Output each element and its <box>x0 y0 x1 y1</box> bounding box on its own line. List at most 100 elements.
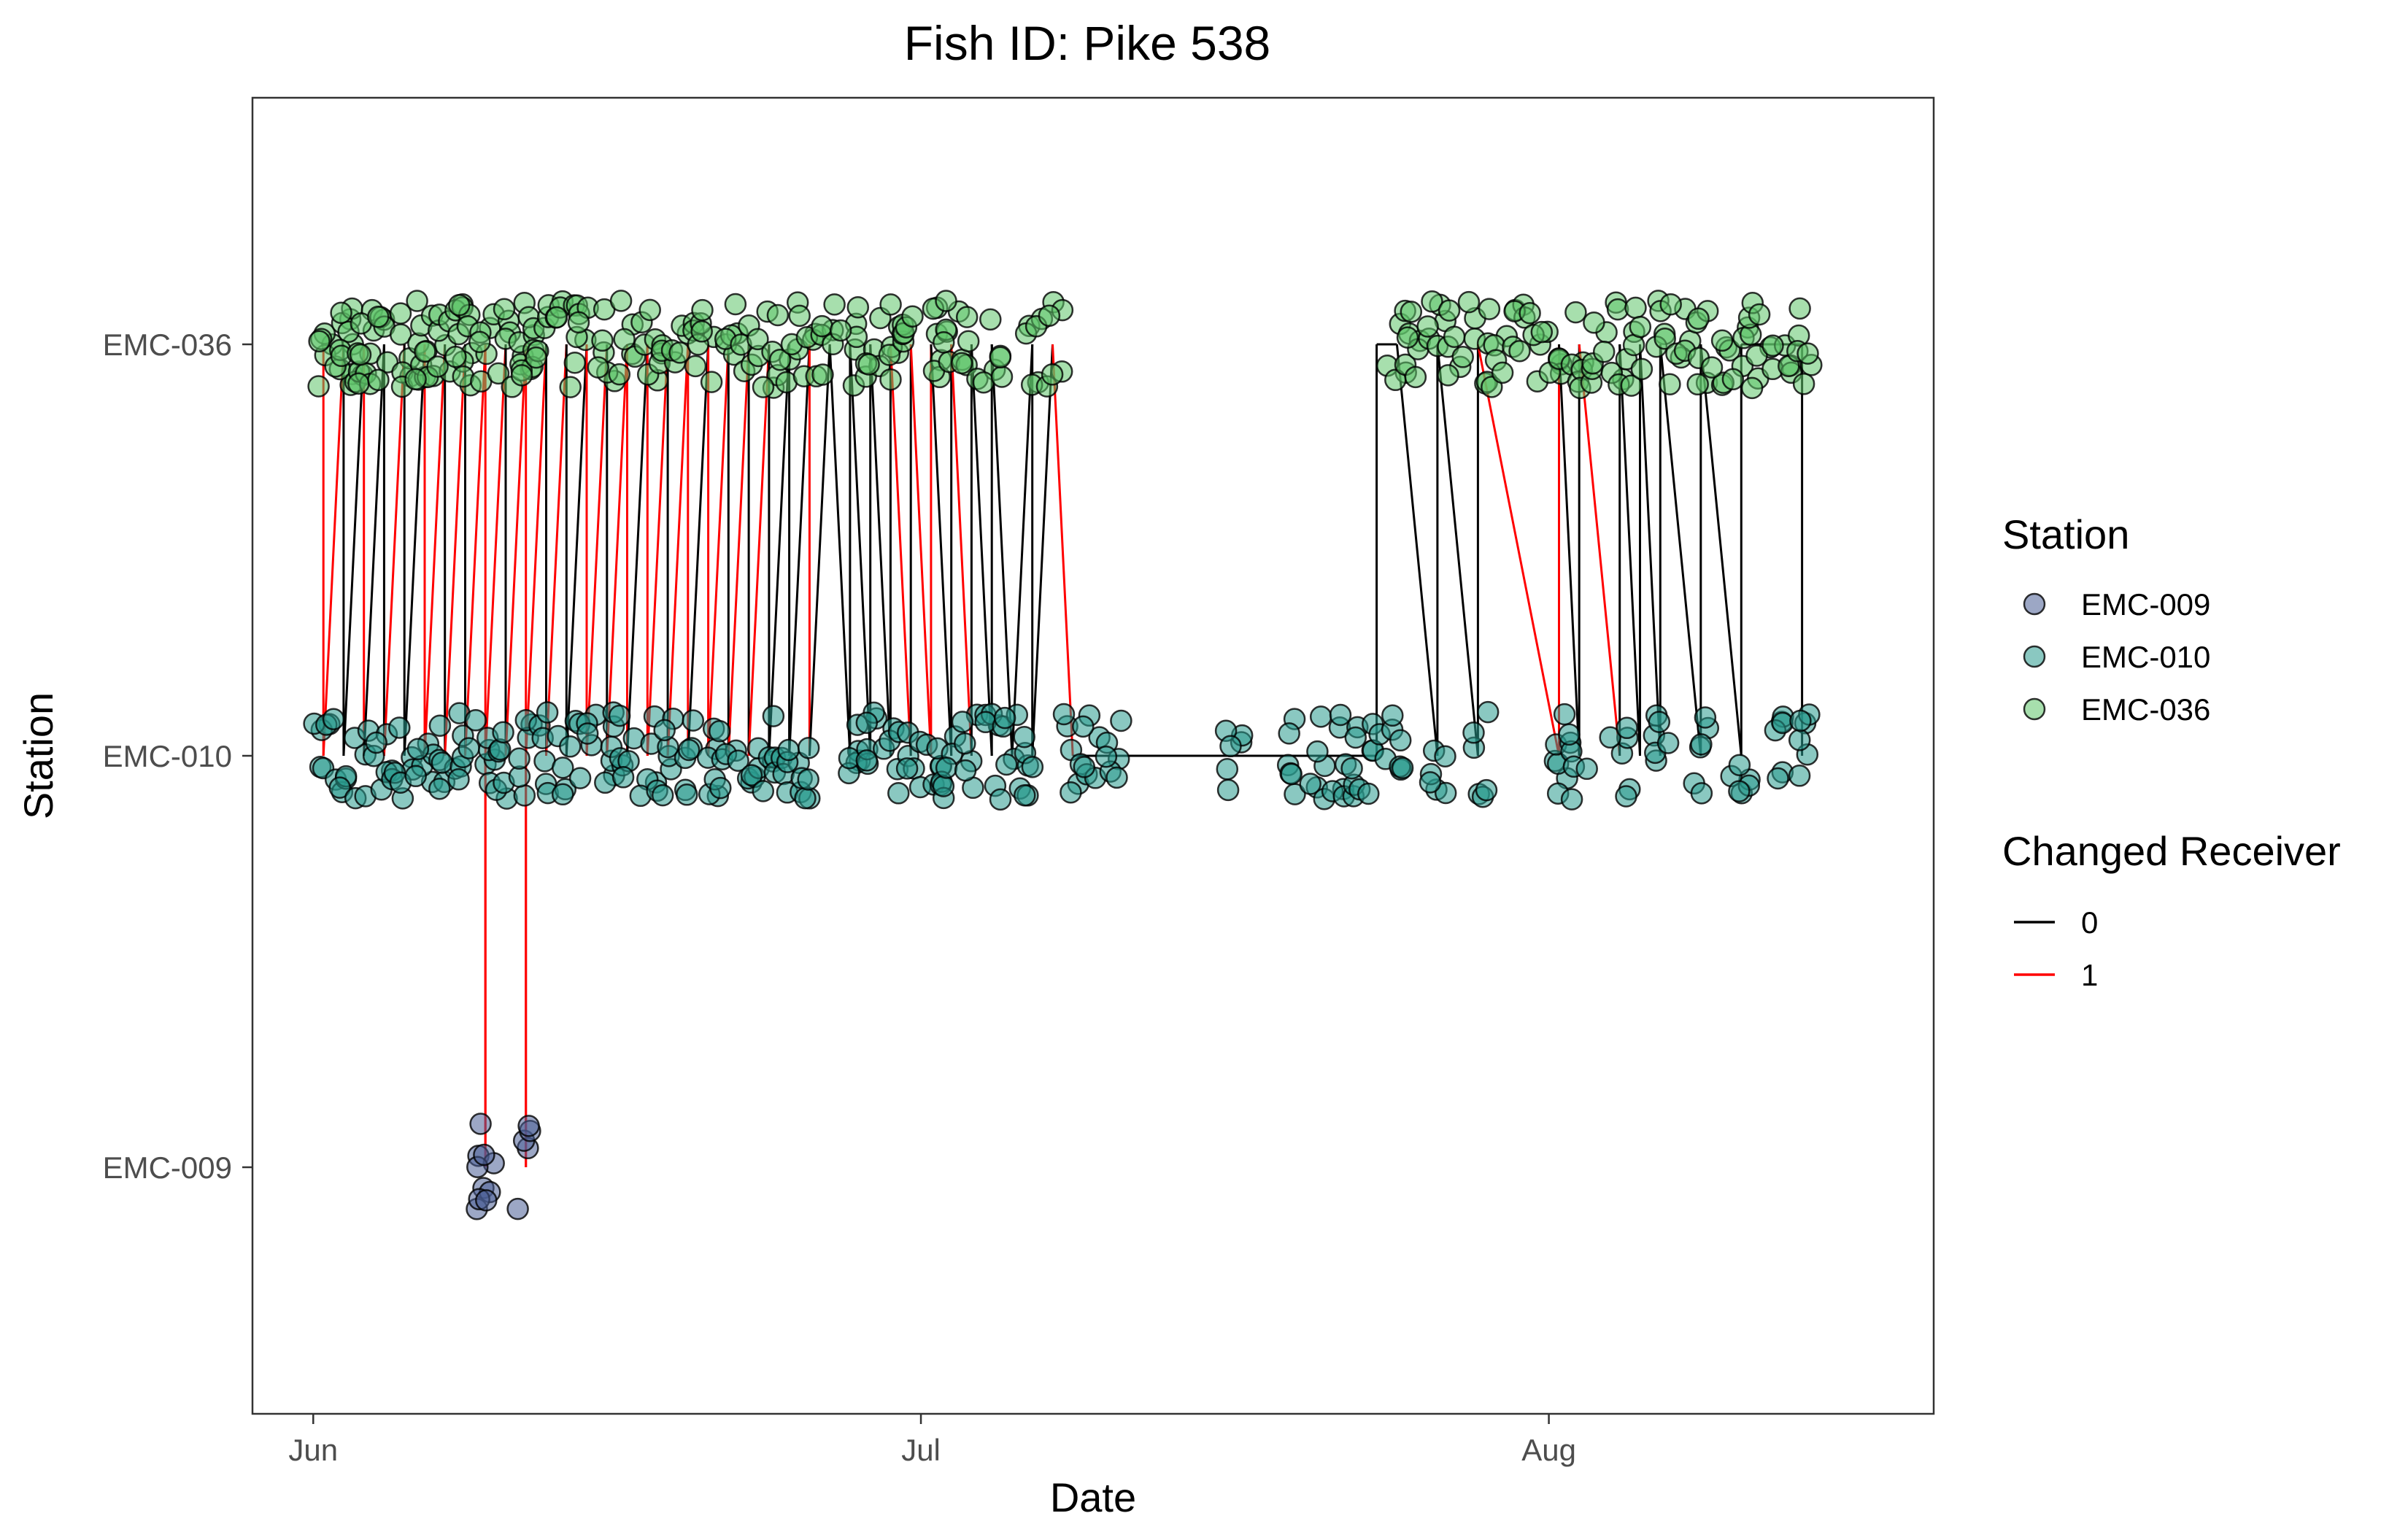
track-segment <box>342 344 366 757</box>
detection-point-emc-010 <box>1073 756 1096 778</box>
legend-station-key <box>2023 645 2046 668</box>
detection-point-emc-036 <box>367 368 390 392</box>
detection-point-emc-036 <box>525 346 547 369</box>
detection-point-emc-036 <box>990 365 1014 388</box>
detection-point-emc-036 <box>608 363 631 386</box>
detection-point-emc-010 <box>993 706 1016 730</box>
detection-point-emc-010 <box>1728 754 1751 776</box>
detection-point-emc-010 <box>388 716 411 739</box>
track-segment <box>403 344 426 757</box>
detection-point-emc-010 <box>428 714 452 737</box>
detection-point-emc-036 <box>823 293 846 316</box>
track-segment <box>1031 344 1054 757</box>
legend-station-key <box>2023 592 2046 616</box>
detection-point-emc-036 <box>349 343 372 366</box>
legend-station-label: EMC-010 <box>2081 640 2210 674</box>
detection-point-emc-036 <box>979 308 1002 331</box>
detection-point-emc-010 <box>1475 778 1498 802</box>
track-segment <box>666 344 690 757</box>
detection-point-emc-010 <box>794 786 817 810</box>
detection-point-emc-036 <box>1396 326 1419 349</box>
track-segment <box>363 344 385 757</box>
detection-point-emc-010 <box>895 757 919 780</box>
detection-point-emc-036 <box>1583 311 1605 334</box>
track-segment <box>687 344 710 757</box>
detection-point-emc-036 <box>1629 315 1652 338</box>
detection-point-emc-010 <box>708 720 731 743</box>
detection-point-emc-036 <box>879 293 902 316</box>
track-segment <box>950 344 973 757</box>
detection-point-emc-036 <box>1792 372 1815 395</box>
detection-point-emc-010 <box>762 705 785 727</box>
track-segment <box>768 344 791 757</box>
detection-point-emc-036 <box>1710 329 1734 352</box>
y-tick-label: EMC-010 <box>103 739 232 773</box>
detection-point-emc-010 <box>608 704 631 727</box>
track-segment <box>869 344 892 757</box>
detection-point-emc-036 <box>1740 376 1764 400</box>
detection-point-emc-036 <box>950 352 973 375</box>
track-segment <box>525 344 547 757</box>
detection-point-emc-036 <box>879 368 902 391</box>
detection-point-emc-010 <box>752 780 775 802</box>
detection-point-emc-010 <box>1615 785 1637 808</box>
detection-point-emc-036 <box>691 298 714 322</box>
detection-point-emc-010 <box>464 709 487 732</box>
detection-point-emc-010 <box>559 735 582 758</box>
detection-point-emc-010 <box>740 764 763 786</box>
detection-point-emc-010 <box>1280 762 1303 786</box>
x-axis: Jun Jul Aug <box>288 1414 1576 1467</box>
detection-point-emc-009 <box>475 1189 498 1212</box>
detection-point-emc-010 <box>995 753 1018 776</box>
track-segment <box>747 344 771 757</box>
detection-point-emc-010 <box>1599 726 1621 749</box>
detection-point-emc-036 <box>1659 373 1681 395</box>
detection-point-emc-009 <box>469 1113 492 1135</box>
detection-point-emc-036 <box>846 295 870 319</box>
detection-point-emc-036 <box>638 298 661 322</box>
detection-point-emc-036 <box>1700 356 1724 379</box>
detection-point-emc-010 <box>1105 766 1128 789</box>
detection-point-emc-036 <box>668 341 691 364</box>
detection-point-emc-036 <box>1564 301 1587 324</box>
detection-point-emc-010 <box>513 784 536 807</box>
detection-point-emc-036 <box>448 294 471 317</box>
legend-changed-receiver-label: 0 <box>2081 905 2098 940</box>
detection-point-emc-036 <box>957 330 980 352</box>
detection-point-emc-010 <box>1216 778 1240 802</box>
legend-changed-receiver-label: 1 <box>2081 958 2098 992</box>
track-segment <box>1436 344 1479 757</box>
detection-point-emc-036 <box>1421 290 1443 313</box>
detection-point-emc-010 <box>447 768 470 791</box>
detection-point-emc-036 <box>367 306 390 328</box>
detection-point-emc-010 <box>508 747 530 770</box>
detection-point-emc-010 <box>1690 733 1713 756</box>
detection-point-emc-010 <box>552 757 574 779</box>
x-tick-label: Aug <box>1521 1433 1576 1467</box>
track-segment <box>504 344 528 757</box>
detection-point-emc-010 <box>1357 782 1380 805</box>
track-segment <box>1011 344 1034 757</box>
detection-point-emc-010 <box>677 738 701 762</box>
detection-point-emc-036 <box>1508 339 1531 363</box>
detection-point-emc-010 <box>1560 788 1583 811</box>
detection-point-emc-010 <box>1060 781 1082 804</box>
detection-point-emc-010 <box>1694 706 1717 729</box>
y-axis-title: Station <box>15 692 61 819</box>
detection-point-emc-010 <box>653 719 676 742</box>
detection-point-emc-010 <box>1072 715 1095 738</box>
detection-point-emc-010 <box>676 784 698 806</box>
track-segment <box>1659 344 1702 757</box>
detection-point-emc-010 <box>1110 709 1132 732</box>
detection-point-emc-009 <box>517 1115 540 1137</box>
detection-point-emc-036 <box>1686 373 1709 396</box>
detection-point-emc-036 <box>1653 328 1676 350</box>
legend-station-key <box>2023 697 2046 721</box>
detection-point-emc-036 <box>1400 301 1423 323</box>
detection-point-emc-010 <box>727 749 749 772</box>
track-segment <box>585 344 609 757</box>
detection-point-emc-010 <box>797 736 820 759</box>
track-segment <box>707 344 730 757</box>
detection-point-emc-010 <box>935 757 958 779</box>
detection-point-emc-036 <box>468 330 491 353</box>
